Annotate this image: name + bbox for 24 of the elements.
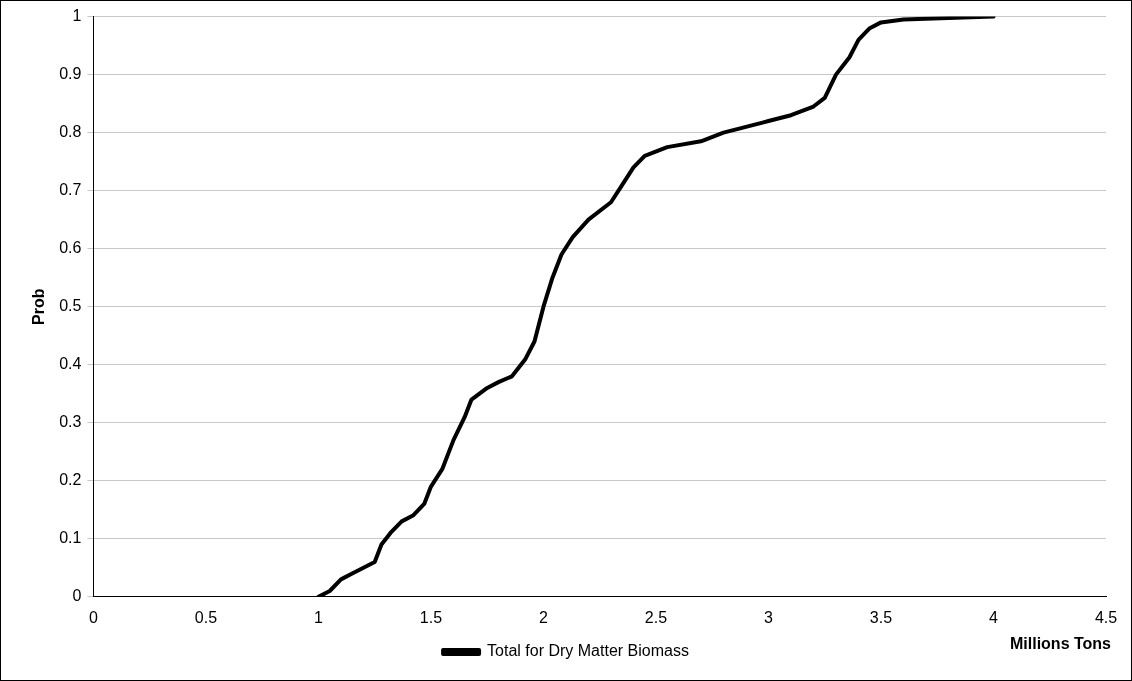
y-tick-label: 0.8 <box>59 123 82 141</box>
y-tick-label: 1 <box>72 7 82 25</box>
x-tick-label: 1.5 <box>419 608 443 626</box>
x-tick-label: 3.5 <box>869 608 893 626</box>
y-tick-label: 0 <box>72 587 82 605</box>
x-tick-label: 0.5 <box>194 608 218 626</box>
x-tick-label: 4.5 <box>1094 608 1118 626</box>
legend-label: Total for Dry Matter Biomass <box>487 642 689 660</box>
x-tick-label: 3 <box>764 608 774 626</box>
x-tick-label: 1 <box>314 608 323 626</box>
y-tick-label: 0.5 <box>59 297 82 315</box>
x-axis-title: Millions Tons <box>1009 635 1112 653</box>
x-tick-label: 2 <box>539 608 549 626</box>
x-tick-label: 0 <box>88 608 98 626</box>
y-axis-title: Prob <box>30 288 48 325</box>
y-tick-label: 0.4 <box>59 355 82 373</box>
y-tick-label: 0.9 <box>59 65 82 83</box>
y-tick-label: 0.3 <box>59 413 82 431</box>
y-tick-label: 0.1 <box>59 529 82 547</box>
x-tick-label: 2.5 <box>644 608 668 626</box>
y-tick-label: 0.6 <box>59 239 82 257</box>
y-tick-label: 0.2 <box>59 471 82 489</box>
x-tick-label: 4 <box>989 608 999 626</box>
y-tick-label: 0.7 <box>59 181 82 199</box>
